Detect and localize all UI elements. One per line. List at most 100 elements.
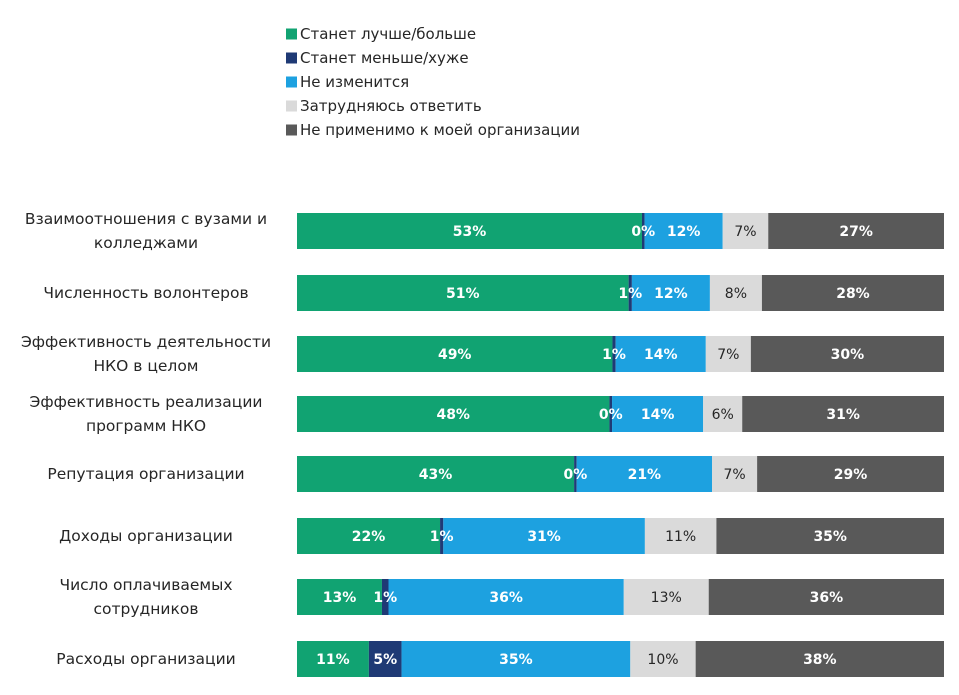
bar-segment <box>623 579 709 615</box>
bar-segment <box>297 213 642 249</box>
data-label: 1% <box>430 529 454 545</box>
bar-segment <box>297 275 629 311</box>
data-label: 36% <box>810 590 844 606</box>
data-label: 5% <box>373 652 397 668</box>
legend: Станет лучше/больше Станет меньше/хуже Не … <box>286 25 580 139</box>
bar-segment <box>574 456 577 492</box>
data-label: 53% <box>453 224 487 240</box>
bar-segment <box>297 336 613 372</box>
bar-segment <box>628 275 632 311</box>
bar-segment <box>609 396 613 432</box>
bar-segment <box>631 275 710 311</box>
bar-segment <box>388 579 624 615</box>
data-label: 0% <box>599 407 623 423</box>
bar-segment <box>716 518 944 554</box>
bar-segment <box>750 336 944 372</box>
data-label: 1% <box>618 286 642 302</box>
bar-segment <box>381 579 389 615</box>
data-label: 0% <box>631 224 655 240</box>
data-label: 7% <box>734 224 756 240</box>
data-label: 35% <box>813 529 847 545</box>
data-label: 28% <box>836 286 870 302</box>
bar-segment <box>612 396 704 432</box>
category-label: Эффективность деятельности <box>21 333 271 351</box>
legend-label: Станет меньше/хуже <box>300 49 469 67</box>
bar-segment <box>297 396 610 432</box>
bar-segment <box>768 213 944 249</box>
bar-segment <box>705 336 751 372</box>
bar-segment <box>712 456 758 492</box>
category-label: Доходы организации <box>59 527 233 545</box>
bar-segment <box>644 518 717 554</box>
data-label: 12% <box>654 286 688 302</box>
bar-segment <box>443 518 645 554</box>
data-label: 31% <box>826 407 860 423</box>
bar-segment <box>708 579 944 615</box>
bar-segment <box>297 456 575 492</box>
data-label: 29% <box>834 467 868 483</box>
bar-segment <box>757 456 944 492</box>
bar-segment <box>576 456 713 492</box>
data-label: 12% <box>667 224 701 240</box>
bar-segment <box>297 518 441 554</box>
data-label: 10% <box>647 652 678 668</box>
data-label: 7% <box>717 347 739 363</box>
legend-label: Не изменится <box>300 73 409 91</box>
category-label: Эффективность реализации <box>30 393 263 411</box>
category-label: Численность волонтеров <box>43 284 248 302</box>
data-label: 8% <box>725 286 747 302</box>
bar-segment <box>401 641 631 677</box>
data-label: 11% <box>665 529 696 545</box>
data-label: 0% <box>563 467 587 483</box>
bar-segment <box>440 518 444 554</box>
bars: 53% 0% 12% 7% 27% 51% 1% 12% 8% 28% 49% 1% 14% 7% 30% 4… <box>297 213 944 677</box>
bar-segment <box>709 275 762 311</box>
bar-segment <box>761 275 944 311</box>
category-label: колледжами <box>94 234 198 252</box>
data-label: 1% <box>602 347 626 363</box>
data-label: 48% <box>436 407 470 423</box>
category-label: Репутация организации <box>47 465 244 483</box>
data-label: 36% <box>489 590 523 606</box>
data-label: 27% <box>839 224 873 240</box>
bar-segment <box>615 336 706 372</box>
data-label: 1% <box>373 590 397 606</box>
data-label: 43% <box>419 467 453 483</box>
bar-segment <box>742 396 944 432</box>
data-label: 51% <box>446 286 480 302</box>
legend-swatch <box>286 100 297 112</box>
bar-segment <box>368 641 402 677</box>
data-label: 6% <box>712 407 734 423</box>
data-label: 11% <box>316 652 350 668</box>
bar-segment <box>297 579 382 615</box>
category-label: НКО в целом <box>93 357 198 375</box>
data-label: 49% <box>438 347 472 363</box>
data-label: 38% <box>803 652 837 668</box>
category-label: Число оплачиваемых <box>59 576 232 594</box>
data-label: 7% <box>723 467 745 483</box>
legend-swatch <box>286 52 297 64</box>
data-label: 13% <box>323 590 357 606</box>
legend-label: Затрудняюсь ответить <box>300 97 482 115</box>
legend-label: Не применимо к моей организации <box>300 121 580 139</box>
data-label: 30% <box>831 347 865 363</box>
category-labels: Взаимоотношения с вузами и колледжами Числ… <box>21 210 271 668</box>
category-label: программ НКО <box>86 417 206 435</box>
bar-segment <box>644 213 723 249</box>
bar-segment <box>297 641 369 677</box>
category-label: Расходы организации <box>56 650 236 668</box>
legend-swatch <box>286 124 297 136</box>
data-label: 35% <box>499 652 533 668</box>
data-label: 14% <box>641 407 675 423</box>
legend-swatch <box>286 76 297 88</box>
category-label: сотрудников <box>94 600 199 618</box>
bar-segment <box>630 641 696 677</box>
bar-segment <box>695 641 944 677</box>
data-label: 31% <box>527 529 561 545</box>
bar-segment <box>612 336 616 372</box>
legend-swatch <box>286 28 297 40</box>
category-label: Взаимоотношения с вузами и <box>25 210 267 228</box>
data-label: 21% <box>628 467 662 483</box>
data-label: 13% <box>651 590 682 606</box>
